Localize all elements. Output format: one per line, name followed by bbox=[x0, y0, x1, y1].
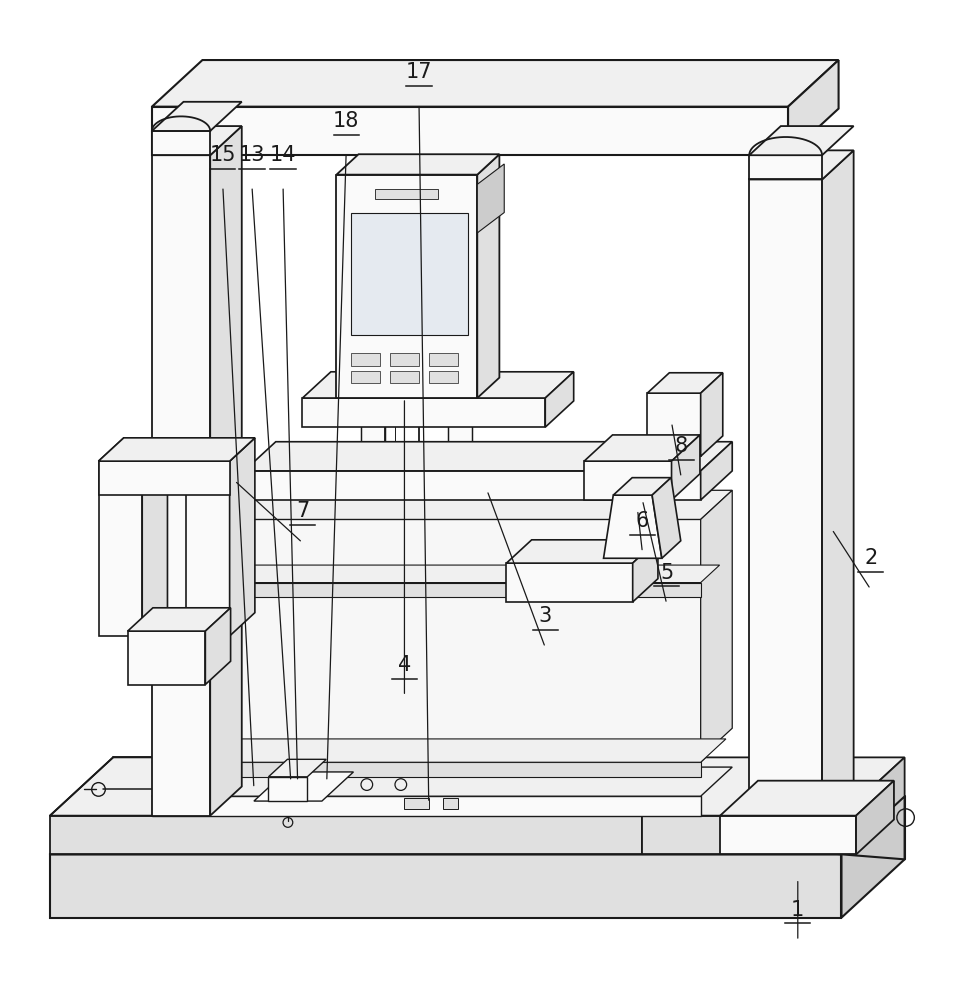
Polygon shape bbox=[700, 373, 723, 456]
Polygon shape bbox=[336, 154, 500, 175]
Polygon shape bbox=[584, 461, 671, 500]
Polygon shape bbox=[788, 60, 839, 155]
Polygon shape bbox=[477, 164, 505, 233]
Polygon shape bbox=[648, 373, 723, 393]
Polygon shape bbox=[244, 471, 700, 500]
Polygon shape bbox=[186, 438, 255, 461]
Polygon shape bbox=[303, 398, 545, 427]
Polygon shape bbox=[244, 442, 732, 471]
Polygon shape bbox=[269, 777, 308, 801]
Polygon shape bbox=[643, 757, 905, 816]
Polygon shape bbox=[50, 757, 705, 816]
Polygon shape bbox=[152, 583, 700, 597]
Polygon shape bbox=[98, 461, 142, 636]
Polygon shape bbox=[152, 155, 210, 816]
Polygon shape bbox=[429, 371, 458, 383]
Polygon shape bbox=[404, 798, 429, 809]
Polygon shape bbox=[152, 796, 700, 816]
Polygon shape bbox=[152, 131, 210, 155]
Polygon shape bbox=[128, 608, 231, 631]
Text: 7: 7 bbox=[296, 501, 309, 521]
Polygon shape bbox=[152, 60, 839, 107]
Polygon shape bbox=[186, 461, 230, 636]
Polygon shape bbox=[152, 519, 700, 757]
Polygon shape bbox=[614, 478, 671, 495]
Polygon shape bbox=[633, 540, 657, 602]
Polygon shape bbox=[477, 154, 500, 398]
Polygon shape bbox=[604, 495, 661, 558]
Polygon shape bbox=[128, 631, 206, 685]
Polygon shape bbox=[230, 438, 255, 636]
Text: 1: 1 bbox=[791, 900, 805, 920]
Polygon shape bbox=[360, 447, 472, 471]
Polygon shape bbox=[429, 353, 458, 366]
Polygon shape bbox=[842, 796, 905, 918]
Polygon shape bbox=[643, 816, 842, 854]
Polygon shape bbox=[152, 739, 726, 762]
Polygon shape bbox=[269, 759, 326, 777]
Text: 18: 18 bbox=[333, 111, 359, 131]
Polygon shape bbox=[720, 816, 856, 854]
Polygon shape bbox=[749, 126, 853, 155]
Polygon shape bbox=[749, 150, 853, 179]
Polygon shape bbox=[390, 353, 419, 366]
Polygon shape bbox=[152, 107, 788, 155]
Polygon shape bbox=[506, 563, 633, 602]
Text: 17: 17 bbox=[406, 62, 432, 82]
Text: 8: 8 bbox=[675, 436, 688, 456]
Polygon shape bbox=[142, 438, 168, 636]
Polygon shape bbox=[822, 150, 853, 816]
Polygon shape bbox=[443, 798, 458, 809]
Polygon shape bbox=[545, 372, 574, 427]
Polygon shape bbox=[648, 393, 700, 456]
Polygon shape bbox=[98, 461, 230, 495]
Polygon shape bbox=[700, 490, 732, 757]
Polygon shape bbox=[351, 371, 380, 383]
Polygon shape bbox=[254, 772, 354, 801]
Polygon shape bbox=[700, 442, 732, 500]
Polygon shape bbox=[842, 757, 905, 854]
Text: 4: 4 bbox=[397, 655, 411, 675]
Polygon shape bbox=[152, 102, 242, 131]
Polygon shape bbox=[375, 189, 438, 199]
Polygon shape bbox=[210, 126, 242, 816]
Polygon shape bbox=[303, 372, 574, 398]
Polygon shape bbox=[98, 438, 255, 461]
Polygon shape bbox=[390, 371, 419, 383]
Polygon shape bbox=[584, 435, 700, 461]
Polygon shape bbox=[653, 478, 681, 558]
Polygon shape bbox=[506, 540, 657, 563]
Polygon shape bbox=[856, 781, 894, 854]
Polygon shape bbox=[152, 565, 720, 583]
Polygon shape bbox=[351, 353, 380, 366]
Polygon shape bbox=[50, 816, 643, 854]
Polygon shape bbox=[360, 170, 385, 757]
Text: 5: 5 bbox=[660, 563, 673, 583]
Text: 13: 13 bbox=[239, 145, 265, 165]
Polygon shape bbox=[749, 155, 822, 179]
Text: 15: 15 bbox=[209, 145, 236, 165]
Polygon shape bbox=[98, 438, 168, 461]
Polygon shape bbox=[749, 179, 822, 816]
Text: 3: 3 bbox=[539, 606, 552, 626]
Polygon shape bbox=[206, 608, 231, 685]
Polygon shape bbox=[671, 435, 700, 500]
Polygon shape bbox=[152, 490, 732, 519]
Polygon shape bbox=[152, 126, 242, 155]
Polygon shape bbox=[351, 213, 468, 335]
Polygon shape bbox=[152, 762, 700, 777]
Text: 2: 2 bbox=[864, 548, 878, 568]
Polygon shape bbox=[152, 767, 732, 796]
Text: 6: 6 bbox=[636, 511, 649, 531]
Polygon shape bbox=[336, 175, 477, 398]
Text: 14: 14 bbox=[270, 145, 296, 165]
Polygon shape bbox=[448, 170, 472, 757]
Polygon shape bbox=[720, 781, 894, 816]
Polygon shape bbox=[50, 854, 842, 918]
Polygon shape bbox=[643, 757, 705, 854]
Polygon shape bbox=[50, 796, 905, 854]
